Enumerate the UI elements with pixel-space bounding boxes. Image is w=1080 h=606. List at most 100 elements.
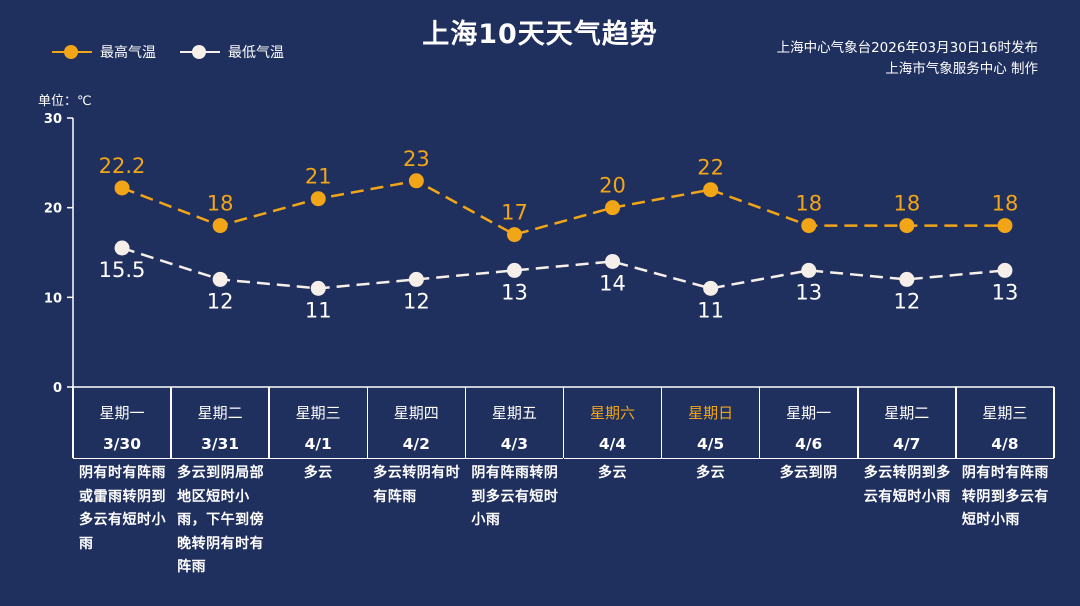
y-tick-label: 30 [44,112,62,127]
weather-description: 多云到阴 [779,465,838,481]
date-label: 4/1 [269,430,368,459]
date-label: 3/31 [171,430,270,459]
weather-description: 多云转阴到多云有短时小雨 [863,465,951,505]
legend-label-low: 最低气温 [228,45,284,61]
weekday-label: 星期六 [589,404,635,422]
date-label: 4/6 [759,430,858,459]
column-divider [857,387,859,458]
column-divider [955,387,957,458]
column-divider [366,387,369,458]
source-info: 上海中心气象台2026年03月30日16时发布 上海市气象服务中心 制作 [777,38,1038,80]
data-point-high [212,218,228,234]
weekday-label: 星期一 [786,404,832,422]
y-axis-unit-label: 单位：℃ [38,94,92,109]
data-label-high: 21 [305,165,332,189]
data-label-high: 22 [697,156,724,180]
data-label-high: 23 [403,147,430,171]
data-point-high [408,173,424,189]
day-column: 星期一 3/30 阴有时有阵雨或雷雨转阴到多云有短时小雨 [73,396,171,556]
source-line-publisher: 上海中心气象台2026年03月30日16时发布 [776,40,1038,56]
column-divider [464,387,467,458]
column-divider [758,387,761,458]
data-label-low: 12 [403,289,430,313]
data-label-low: 13 [501,280,528,304]
data-point-high [605,200,621,216]
column-divider [268,387,270,458]
day-column: 星期四 4/2 多云转阴有时有阵雨 [367,396,466,509]
day-column: 星期六 4/4 多云 [563,396,662,486]
data-point-low [408,271,424,287]
data-label-low: 13 [992,280,1019,304]
data-point-low [997,262,1013,278]
date-label: 4/2 [367,430,466,459]
date-label: 3/30 [73,430,171,459]
data-label-high: 22.2 [99,154,146,178]
data-label-high: 18 [992,192,1019,216]
weather-description: 多云转阴有时有阵雨 [373,465,461,505]
weekday-label: 星期二 [884,404,930,422]
data-point-low [506,262,522,278]
data-point-low [801,262,817,278]
data-label-low: 11 [305,298,332,322]
weekday-label: 星期五 [491,404,537,422]
date-label: 4/5 [661,430,760,459]
legend: 最高气温 最低气温 [52,42,308,62]
legend-high-marker-icon [52,42,92,62]
data-point-high [310,191,326,207]
weather-description: 多云 [303,465,333,481]
date-label: 4/4 [563,430,662,459]
weekday-label: 星期二 [197,404,243,422]
column-divider [660,387,663,458]
data-point-low [703,280,719,296]
data-point-high [899,218,915,234]
data-label-high: 20 [599,174,626,198]
weekday-label: 星期日 [688,404,734,422]
data-label-low: 13 [795,280,822,304]
day-column: 星期五 4/3 阴有阵雨转阴到多云有短时小雨 [465,396,564,533]
series-line-low [121,246,1006,290]
source-line-producer: 上海市气象服务中心 制作 [885,61,1038,77]
y-tick-label: 20 [44,202,62,217]
data-point-high [801,218,817,234]
day-column: 星期三 4/8 阴有时有阵雨转阴到多云有短时小雨 [955,396,1054,533]
day-column: 星期一 4/6 多云到阴 [759,396,858,486]
data-point-high [114,180,130,196]
data-label-low: 12 [207,289,234,313]
weather-description: 多云到阴局部地区短时小雨，下午到傍晚转阴有时有阵雨 [177,465,265,575]
legend-item-low: 最低气温 [180,42,284,62]
data-point-low [212,271,228,287]
data-point-high [506,227,522,243]
day-column: 星期三 4/1 多云 [269,396,368,486]
weekday-label: 星期三 [295,404,341,422]
data-point-high [703,182,719,198]
weather-description: 阴有阵雨转阴到多云有短时小雨 [471,465,559,528]
column-divider [72,387,74,458]
column-divider [1053,387,1055,458]
series-line-high [121,179,1005,236]
data-point-high [997,218,1013,234]
date-label: 4/8 [955,430,1054,459]
data-label-high: 18 [207,192,234,216]
legend-item-high: 最高气温 [52,42,156,62]
date-label: 4/3 [465,430,564,459]
column-divider [170,387,172,458]
day-column: 星期日 4/5 多云 [661,396,760,486]
day-column: 星期二 4/7 多云转阴到多云有短时小雨 [857,396,956,509]
weekday-label: 星期一 [99,404,145,422]
weather-description: 多云 [696,465,726,481]
data-label-low: 11 [697,298,724,322]
y-tick-label: 10 [44,291,62,306]
weather-description: 阴有时有阵雨或雷雨转阴到多云有短时小雨 [79,465,166,552]
day-column: 星期二 3/31 多云到阴局部地区短时小雨，下午到傍晚转阴有时有阵雨 [171,396,270,580]
weather-description: 阴有时有阵雨转阴到多云有短时小雨 [961,465,1049,528]
data-label-high: 18 [893,192,920,216]
weather-description: 多云 [598,465,627,481]
data-label-low: 15.5 [99,258,146,282]
data-point-low [899,271,915,287]
data-point-low [114,240,130,256]
column-divider [562,387,565,458]
data-point-low [310,280,326,296]
weekday-label: 星期三 [982,404,1028,422]
legend-label-high: 最高气温 [100,45,156,61]
data-label-low: 14 [599,271,626,295]
